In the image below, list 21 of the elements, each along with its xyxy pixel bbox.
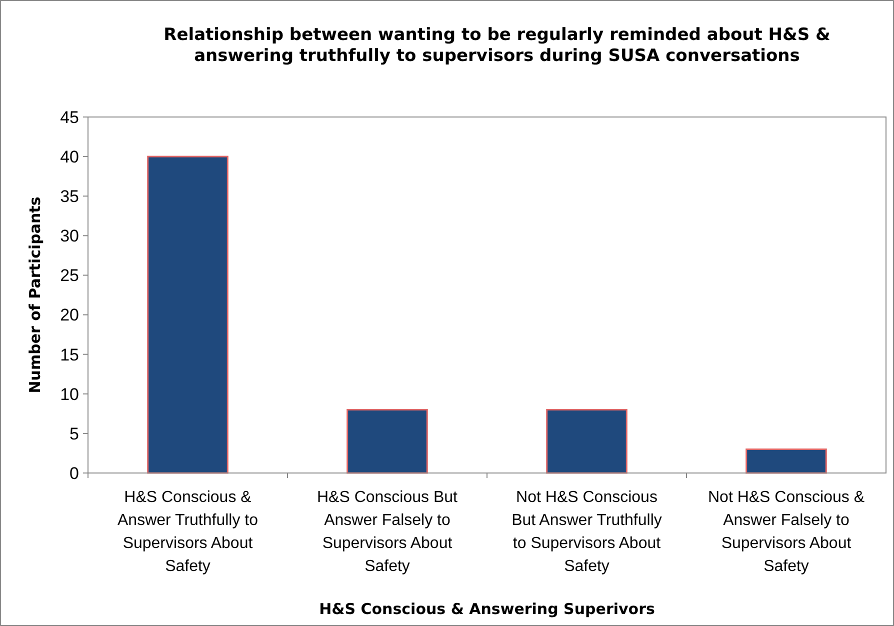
y-tick-label: 25 [60,266,79,286]
x-tick-label: Not H&S Conscious & Answer Falsely to Supervisors About Safety [708,489,865,575]
y-tick-label: 20 [60,306,79,325]
y-tick-label: 30 [60,226,79,246]
y-tick-label: 45 [60,108,79,127]
y-tick-label: 15 [60,345,79,364]
x-axis-title: H&S Conscious & Answering Superivors [319,600,655,618]
bar [746,448,827,474]
y-axis-title: Number of Participants [26,196,44,394]
y-tick-label: 0 [70,464,79,483]
bar [147,156,228,474]
y-tick-label: 35 [60,187,79,206]
x-tick-label: H&S Conscious But Answer Falsely to Supervisors About Safety [316,489,458,575]
bar [346,408,428,474]
bar [546,408,628,474]
x-tick-label: H&S Conscious & Answer Truthfully to Supervisors About Safety [118,489,258,575]
y-tick-label: 5 [70,424,79,444]
x-tick-label: Not H&S Conscious But Answer Truthfully to Supervisors About Safety [512,489,662,575]
chart-title: Relationship between wanting to be regularly reminded about H&S & answering truthfully to supervisors during SUSA conversations [164,25,831,66]
y-tick-label: 40 [60,148,79,167]
y-tick-label: 10 [60,384,79,404]
